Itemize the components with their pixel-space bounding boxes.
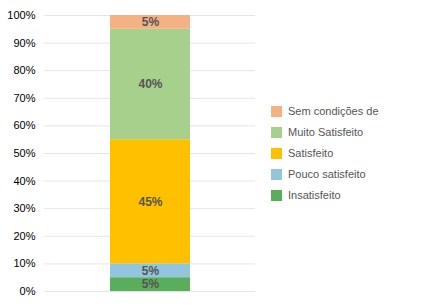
- svg-text:30%: 30%: [13, 202, 35, 214]
- html-text:Sem condições de: Sem condições de: [288, 105, 379, 117]
- svg-text:45%: 45%: [138, 195, 162, 209]
- html-text:Muito Satisfeito: Muito Satisfeito: [288, 126, 364, 138]
- svg-text:5%: 5%: [142, 15, 160, 29]
- svg-text:40%: 40%: [13, 175, 35, 187]
- svg-text:80%: 80%: [13, 64, 35, 76]
- svg-text:60%: 60%: [13, 119, 35, 131]
- svg-text:90%: 90%: [13, 37, 35, 49]
- html-text:Satisfeito: Satisfeito: [288, 147, 334, 159]
- html-text:Insatisfeito: Insatisfeito: [288, 189, 341, 201]
- svg-text:10%: 10%: [13, 257, 35, 269]
- svg-text:5%: 5%: [142, 264, 160, 278]
- svg-text:5%: 5%: [142, 277, 160, 291]
- svg-text:0%: 0%: [20, 285, 36, 297]
- html-text:Pouco satisfeito: Pouco satisfeito: [288, 168, 366, 180]
- svg-text:50%: 50%: [13, 147, 35, 159]
- svg-text:100%: 100%: [7, 9, 35, 21]
- svg-text:40%: 40%: [138, 77, 162, 91]
- svg-text:20%: 20%: [13, 230, 35, 242]
- svg-text:70%: 70%: [13, 92, 35, 104]
